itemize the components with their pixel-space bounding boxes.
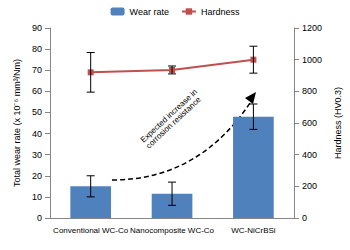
svg-text:70: 70 bbox=[32, 65, 42, 75]
svg-text:10: 10 bbox=[32, 192, 42, 202]
svg-text:corrosion resistance: corrosion resistance bbox=[144, 95, 203, 151]
svg-text:20: 20 bbox=[32, 171, 42, 181]
svg-text:1200: 1200 bbox=[302, 23, 322, 33]
svg-text:Nanocomposite WC-Co: Nanocomposite WC-Co bbox=[130, 226, 215, 235]
svg-text:200: 200 bbox=[302, 181, 317, 191]
svg-text:800: 800 bbox=[302, 86, 317, 96]
svg-text:Expected increase in: Expected increase in bbox=[139, 86, 201, 145]
svg-text:50: 50 bbox=[32, 107, 42, 117]
svg-text:1000: 1000 bbox=[302, 55, 322, 65]
svg-text:Conventional WC-Co: Conventional WC-Co bbox=[53, 226, 129, 235]
svg-text:60: 60 bbox=[32, 86, 42, 96]
svg-text:400: 400 bbox=[302, 150, 317, 160]
svg-text:40: 40 bbox=[32, 129, 42, 139]
svg-text:Total wear rate (x 10⁻⁶ mm³/Nm: Total wear rate (x 10⁻⁶ mm³/Nm) bbox=[12, 59, 22, 187]
svg-text:0: 0 bbox=[302, 213, 307, 223]
svg-text:600: 600 bbox=[302, 118, 317, 128]
svg-text:Hardness (HV0.3): Hardness (HV0.3) bbox=[333, 87, 343, 159]
svg-text:30: 30 bbox=[32, 150, 42, 160]
svg-text:Wear rate: Wear rate bbox=[130, 7, 169, 17]
svg-text:80: 80 bbox=[32, 44, 42, 54]
svg-text:0: 0 bbox=[37, 213, 42, 223]
svg-text:90: 90 bbox=[32, 23, 42, 33]
svg-text:WC-NiCrBSi: WC-NiCrBSi bbox=[231, 226, 276, 235]
svg-text:Hardness: Hardness bbox=[201, 7, 240, 17]
